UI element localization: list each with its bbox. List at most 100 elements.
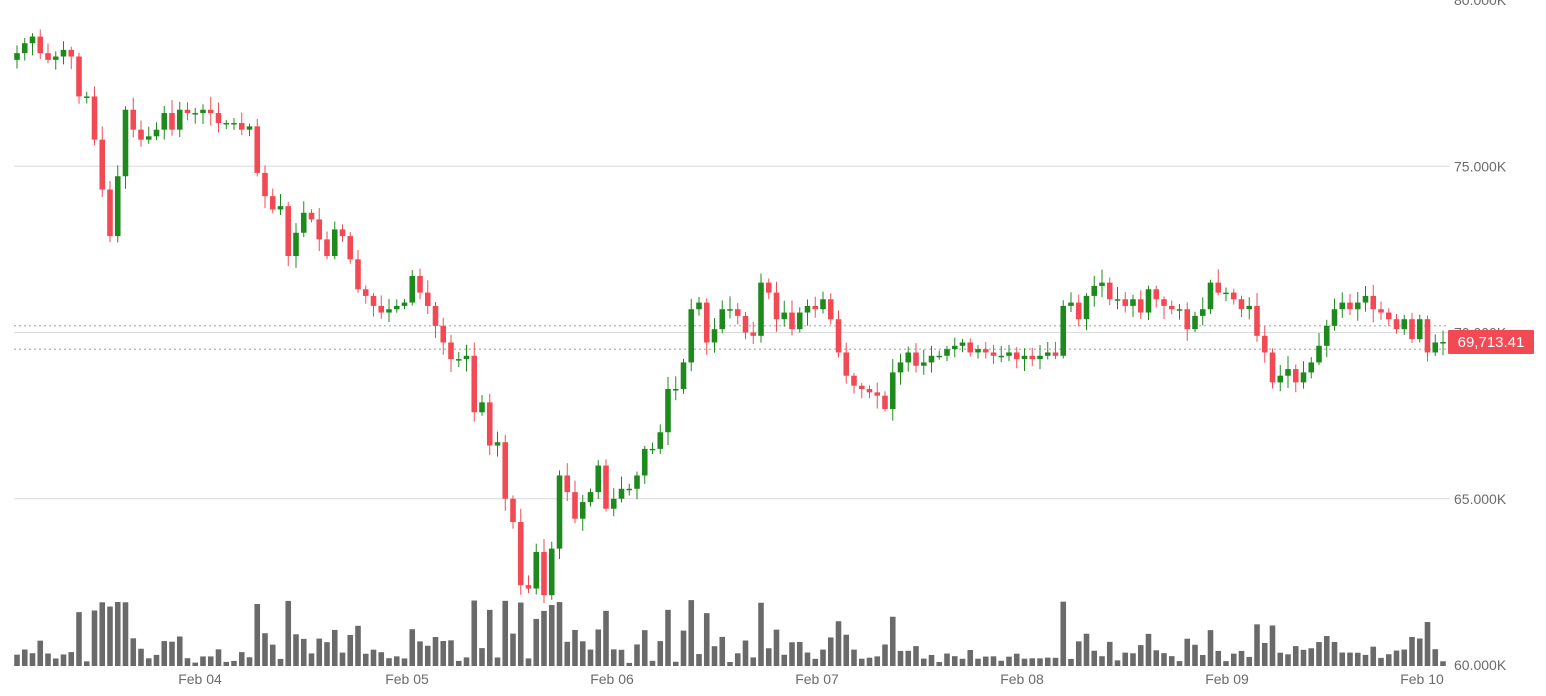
- volume-bar: [982, 656, 989, 666]
- reference-lines: [14, 325, 1448, 350]
- volume-bar: [1370, 646, 1377, 666]
- volume-bar: [52, 658, 59, 666]
- volume-bar: [401, 658, 408, 666]
- candle-body: [1409, 319, 1415, 340]
- volume-bar: [1432, 649, 1439, 666]
- volume-bar: [1060, 601, 1067, 666]
- volume-bar: [1176, 661, 1183, 666]
- candle-body: [1416, 319, 1423, 340]
- volume-bar: [1238, 650, 1245, 666]
- volume-bar: [45, 653, 51, 666]
- volume-bar: [1215, 650, 1222, 666]
- volume-bar: [1416, 638, 1423, 666]
- volume-bar: [843, 634, 850, 666]
- candle-body: [967, 342, 974, 353]
- candle-body: [401, 302, 408, 306]
- candle-body: [1091, 285, 1098, 296]
- volume-bar: [1130, 653, 1136, 666]
- volume-bar: [1385, 654, 1392, 666]
- candle-body: [1378, 309, 1384, 313]
- candle-body: [858, 385, 865, 390]
- volume-bar: [207, 656, 214, 666]
- candle-body: [727, 309, 733, 311]
- volume-bar: [138, 648, 144, 666]
- volume-bar: [525, 658, 532, 666]
- volume-bar: [269, 644, 276, 666]
- volume-bar: [1347, 652, 1353, 666]
- volume-bar: [1254, 624, 1260, 666]
- candle-body: [45, 53, 51, 60]
- candle-body: [936, 355, 943, 358]
- volume-bar: [60, 654, 67, 666]
- candle-body: [138, 129, 144, 140]
- volume-bar: [21, 649, 28, 666]
- volume-bar: [657, 641, 664, 666]
- volume-bar: [192, 662, 199, 666]
- last-price-tag-background: [1448, 330, 1534, 355]
- candle-body: [765, 282, 772, 293]
- candle-body: [494, 442, 501, 446]
- volume-bar: [1168, 656, 1175, 666]
- candle-body: [657, 432, 664, 449]
- volume-bar: [998, 660, 1005, 666]
- volume-bar: [665, 609, 671, 666]
- candle-body: [982, 349, 989, 353]
- candle-body: [789, 312, 795, 330]
- candle-body: [440, 325, 447, 343]
- candle-body: [393, 305, 400, 310]
- volume-bar: [494, 657, 501, 666]
- y-tick-label: 80.000K: [1454, 0, 1507, 8]
- candle-body: [486, 402, 493, 446]
- volume-bar: [851, 649, 857, 666]
- volume-bar: [417, 641, 423, 666]
- volume-bar: [455, 660, 462, 666]
- x-tick-label: Feb 10: [1400, 671, 1444, 687]
- volume-bar: [1099, 656, 1105, 666]
- volume-bar: [169, 641, 175, 666]
- candle-body: [533, 551, 540, 589]
- volume-bar: [634, 644, 640, 666]
- volume-bar: [1192, 644, 1198, 666]
- volume-bar: [99, 602, 106, 666]
- candle-body: [91, 96, 98, 140]
- candle-body: [703, 302, 710, 343]
- candle-body: [804, 305, 811, 313]
- volume-bar: [680, 630, 687, 666]
- volume-bar: [1037, 658, 1043, 666]
- volume-bar: [347, 634, 354, 666]
- candle-body: [1401, 319, 1408, 330]
- candle-body: [169, 113, 175, 130]
- volume-bar: [618, 649, 625, 666]
- volume-bar: [1068, 658, 1074, 666]
- volume-bar: [386, 658, 392, 666]
- volume-bar: [1006, 656, 1012, 666]
- volume-bar: [1083, 633, 1090, 666]
- candle-body: [339, 229, 346, 237]
- candle-body: [1037, 355, 1043, 360]
- volume-bar: [905, 650, 912, 666]
- candle-body: [424, 292, 431, 306]
- candle-body: [29, 36, 36, 44]
- volume-bar: [339, 652, 346, 666]
- candle-body: [711, 329, 718, 343]
- candle-body: [951, 345, 958, 350]
- volume-bar: [362, 653, 369, 666]
- candle-body: [60, 49, 67, 57]
- candle-body: [572, 492, 578, 519]
- x-tick-label: Feb 07: [795, 671, 839, 687]
- volume-bar: [1029, 658, 1036, 666]
- volume-bar: [866, 657, 873, 666]
- candle-body: [634, 475, 640, 489]
- volume-bar: [812, 658, 819, 666]
- candle-body: [1362, 295, 1369, 303]
- candle-body: [1176, 309, 1183, 311]
- candle-body: [889, 372, 896, 409]
- volume-bar: [370, 649, 377, 666]
- volume-bar: [285, 600, 292, 666]
- volume-bar: [424, 645, 431, 666]
- volume-bar: [432, 637, 439, 666]
- candle-body: [548, 548, 555, 596]
- candle-body: [595, 465, 602, 493]
- volume-bar: [1378, 657, 1384, 666]
